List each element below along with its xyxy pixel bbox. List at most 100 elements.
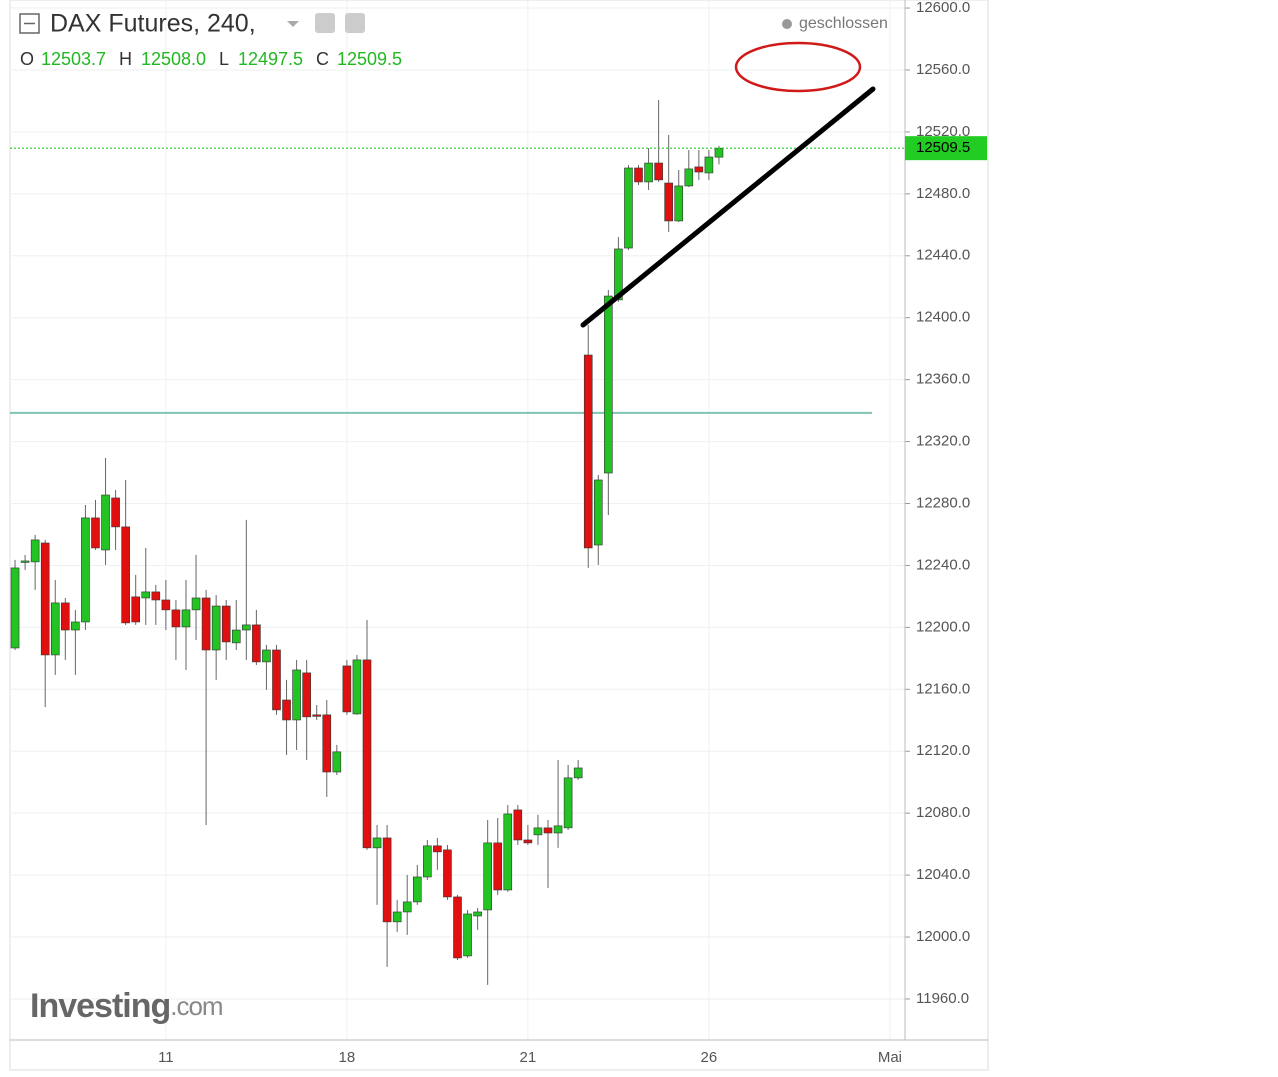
candle-body [694, 166, 704, 173]
y-tick-label: 12000.0 [916, 928, 970, 945]
candle-body [161, 599, 171, 611]
candle-body [654, 162, 663, 181]
candle-body [493, 842, 503, 891]
eye-icon[interactable] [315, 13, 335, 33]
chart-frame [9, 0, 989, 1071]
candle-body [553, 825, 563, 834]
candle-body [453, 896, 462, 959]
candle-body [402, 901, 412, 913]
candle-body [221, 605, 231, 643]
candle-body [423, 845, 432, 878]
candle-body [272, 649, 281, 711]
candle-body [191, 597, 201, 611]
chart-title: DAX Futures, 240, [50, 10, 256, 38]
candle-body [211, 605, 221, 651]
candle-body [252, 624, 261, 663]
candle-body [61, 602, 70, 631]
status-dot [782, 19, 792, 29]
candle-body [312, 714, 322, 717]
legend-key: H [119, 49, 132, 69]
x-tick-label: 26 [701, 1049, 718, 1066]
y-tick-label: 12440.0 [916, 247, 970, 264]
candle-body [242, 624, 251, 631]
candle-body [473, 911, 482, 917]
watermark: Investing.com [30, 987, 223, 1025]
candle-body [614, 248, 623, 301]
settings-icon[interactable] [345, 13, 365, 33]
candle-body [101, 494, 110, 551]
candle-body [503, 813, 513, 891]
candle-body [583, 354, 593, 549]
candle-body [342, 665, 352, 713]
highlight-ellipse [734, 41, 862, 93]
y-tick-label: 12480.0 [916, 185, 970, 202]
y-tick-label: 11960.0 [916, 990, 969, 1007]
candle-body [433, 845, 442, 853]
candle-body [262, 649, 271, 663]
y-tick-label: 12400.0 [916, 309, 970, 326]
candle-body [10, 567, 20, 649]
candle-body [362, 659, 372, 849]
watermark-brand: Investing [30, 987, 170, 1025]
legend-value: 12497.5 [238, 49, 303, 69]
candle-body [684, 168, 694, 187]
y-tick-label: 12160.0 [916, 680, 970, 697]
candle-body [302, 672, 311, 718]
legend-key: L [219, 49, 229, 69]
candle-body [543, 827, 553, 834]
candle-body [382, 837, 392, 923]
candle-body [573, 767, 583, 779]
legend-key: C [316, 49, 329, 69]
grid [10, 0, 910, 1040]
last-price-box [905, 136, 987, 161]
candles [10, 100, 905, 985]
candle-body [141, 591, 151, 599]
candle-body [332, 751, 342, 773]
y-tick-label: 12040.0 [916, 866, 970, 883]
candle-body [714, 147, 724, 158]
candle-body [593, 479, 603, 546]
candle-body [372, 837, 382, 849]
x-tick-label: 18 [339, 1049, 356, 1066]
candle-body [523, 839, 533, 844]
candle-body [634, 167, 643, 183]
candle-body [20, 560, 30, 563]
candle-body [483, 842, 492, 911]
candle-body [664, 182, 673, 222]
candle-body [282, 699, 291, 721]
candle-body [443, 849, 452, 898]
candle-body [674, 185, 684, 222]
x-tick-label: Mai [878, 1049, 902, 1066]
y-tick-label: 12360.0 [916, 371, 970, 388]
candle-body [412, 876, 422, 903]
dropdown-arrow[interactable] [287, 21, 299, 27]
candle-body [463, 913, 472, 957]
x-tick-label: 11 [158, 1049, 174, 1066]
y-tick-label: 12080.0 [916, 804, 970, 821]
candle-body [563, 777, 573, 829]
candle-body [201, 597, 211, 651]
candle-body [151, 591, 161, 601]
legend-value: 12509.5 [337, 49, 402, 69]
legend-value: 12508.0 [141, 49, 206, 69]
y-tick-label: 12120.0 [916, 742, 970, 759]
candle-body [111, 497, 120, 528]
legend-value: 12503.7 [41, 49, 106, 69]
y-tick-label: 12280.0 [916, 494, 970, 511]
candle-body [704, 156, 714, 174]
candle-body [292, 669, 301, 721]
candle-body [604, 295, 613, 474]
y-tick-label: 12240.0 [916, 556, 970, 573]
candle-body [30, 539, 40, 563]
x-tick-label: 21 [520, 1049, 537, 1066]
candle-body [513, 809, 523, 841]
legend-key: O [20, 49, 34, 69]
candle-body [121, 526, 130, 624]
candle-body [533, 827, 543, 836]
last-price-label: 12509.5 [916, 139, 970, 156]
candle-body [91, 517, 100, 549]
candle-body [352, 659, 362, 715]
candle-body [624, 167, 633, 249]
